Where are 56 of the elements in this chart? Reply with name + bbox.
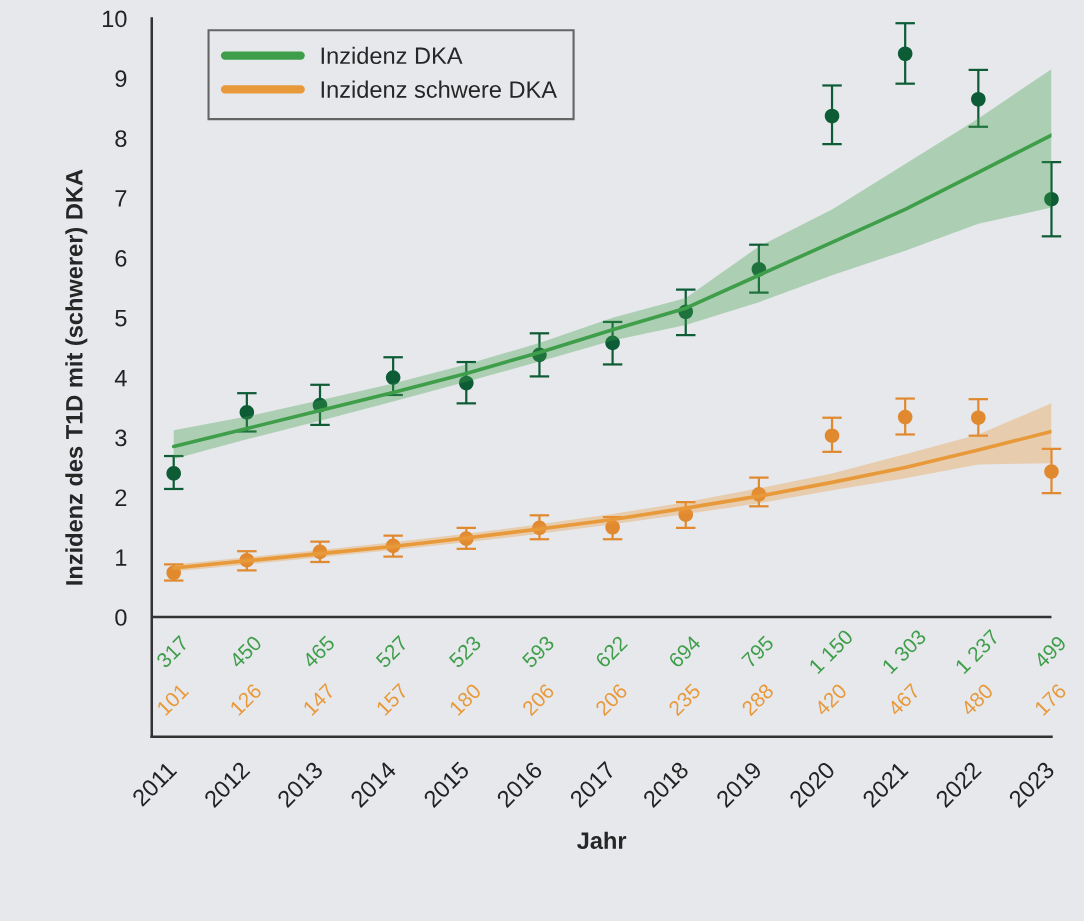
annotation: 101 — [156, 682, 190, 716]
annotation: 1 150 — [808, 628, 854, 675]
annotation: 480 — [959, 682, 994, 717]
legend-label: Inzidenz DKA — [321, 46, 463, 65]
point — [971, 91, 986, 107]
annotation: 465 — [301, 634, 336, 669]
y-tick-label: 5 — [115, 310, 127, 327]
point — [1044, 191, 1059, 207]
annotation: 206 — [594, 682, 629, 717]
annotation: 147 — [302, 683, 336, 716]
y-tick-label: 1 — [116, 549, 127, 566]
legend-label: Inzidenz schwere DKA — [321, 80, 558, 98]
annotation: 235 — [667, 682, 702, 717]
annotation: 523 — [448, 634, 482, 669]
point — [459, 375, 474, 391]
point — [897, 409, 913, 425]
point — [1044, 464, 1059, 479]
y-tick-label: 2 — [115, 489, 127, 506]
annotation: 450 — [228, 634, 263, 669]
annotation: 499 — [1033, 634, 1068, 669]
annotation: 622 — [594, 634, 629, 669]
y-tick-label: 10 — [102, 10, 127, 28]
annotation: 420 — [813, 682, 848, 717]
annotation: 694 — [667, 634, 702, 669]
y-tick-label: 7 — [115, 190, 127, 207]
line-series — [171, 133, 1052, 449]
y-tick-label: 9 — [115, 70, 127, 88]
annotation: 1 303 — [881, 628, 927, 675]
point — [166, 466, 181, 481]
point — [971, 410, 986, 425]
annotation: 288 — [740, 682, 775, 717]
y-tick-label: 3 — [115, 429, 127, 447]
point — [824, 108, 840, 124]
annotation: 317 — [155, 634, 190, 669]
point — [239, 405, 255, 420]
y-tick-label: 0 — [115, 609, 127, 626]
point — [897, 46, 913, 62]
annotation: 180 — [448, 682, 482, 716]
point — [824, 428, 840, 443]
y-axis-title: Inzidenz des T1D mit (schwerer) DKA — [65, 169, 88, 585]
annotation: 176 — [1033, 682, 1068, 716]
annotation: 157 — [375, 683, 409, 716]
point — [605, 519, 620, 535]
point — [385, 370, 401, 385]
annotation: 527 — [374, 634, 409, 669]
y-tick-label: 4 — [114, 369, 127, 387]
annotation: 467 — [886, 682, 921, 717]
y-tick-label: 6 — [115, 249, 127, 267]
annotation: 206 — [521, 682, 556, 717]
y-tick-label: 8 — [115, 130, 127, 147]
annotation: 795 — [740, 634, 775, 669]
x-axis-title: Jahr — [577, 831, 627, 850]
annotation: 1 237 — [954, 628, 1000, 675]
annotation: 126 — [229, 682, 263, 716]
point — [605, 335, 620, 351]
annotation: 593 — [521, 634, 556, 669]
